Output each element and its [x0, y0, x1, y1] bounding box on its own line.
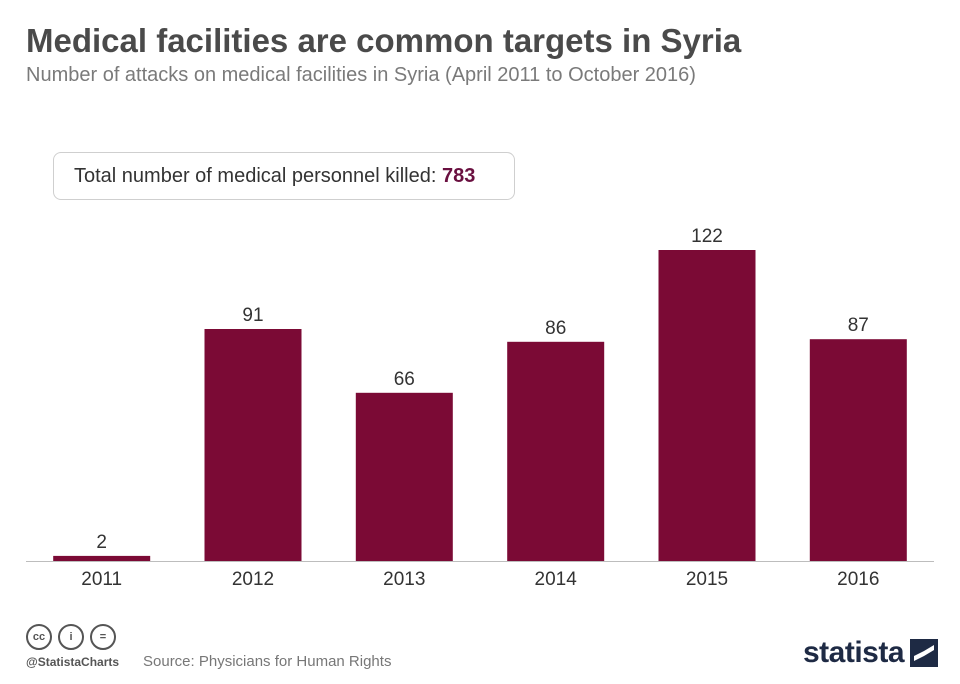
no-derivatives-icon: =	[90, 624, 116, 650]
x-tick-label-2012: 2012	[232, 569, 274, 590]
data-label-2013: 66	[394, 369, 415, 390]
data-label-2011: 2	[96, 532, 107, 553]
bar-2014	[507, 341, 605, 561]
data-label-2016: 87	[848, 315, 869, 336]
bar-2011	[53, 555, 151, 561]
x-tick-label-2011: 2011	[81, 569, 122, 590]
data-label-2014: 86	[545, 318, 566, 339]
x-tick-label-2013: 2013	[383, 569, 425, 590]
license-icons: cc i =	[26, 624, 116, 650]
bar-2015	[658, 250, 756, 561]
x-tick-label-2015: 2015	[686, 569, 728, 590]
chart-subtitle: Number of attacks on medical facilities …	[26, 64, 696, 86]
brand-wordmark: statista	[803, 636, 905, 669]
bar-2016	[809, 339, 907, 561]
social-handle[interactable]: @StatistaCharts	[26, 655, 120, 669]
callout-value: 783	[441, 164, 476, 187]
statista-mark-icon	[910, 639, 939, 667]
statista-logo[interactable]: statista	[803, 636, 939, 670]
chart-title: Medical facilities are common targets in…	[26, 22, 742, 59]
data-label-2015: 122	[691, 226, 723, 247]
bar-2013	[355, 392, 453, 561]
callout-label: Total number of medical personnel killed…	[74, 164, 437, 187]
x-tick-label-2014: 2014	[535, 569, 578, 590]
cc-icon: cc	[26, 624, 52, 650]
total-killed-callout: Total number of medical personnel killed…	[53, 152, 515, 200]
source-note: Source: Physicians for Human Rights	[143, 653, 392, 670]
attribution-icon: i	[58, 624, 84, 650]
bar-2012	[204, 329, 302, 561]
bar-chart: 2 2011 91 2012 66 2013 86 2014 122 2015 87 2016	[26, 226, 934, 590]
x-tick-label-2016: 2016	[837, 569, 879, 590]
data-label-2012: 91	[242, 305, 263, 326]
